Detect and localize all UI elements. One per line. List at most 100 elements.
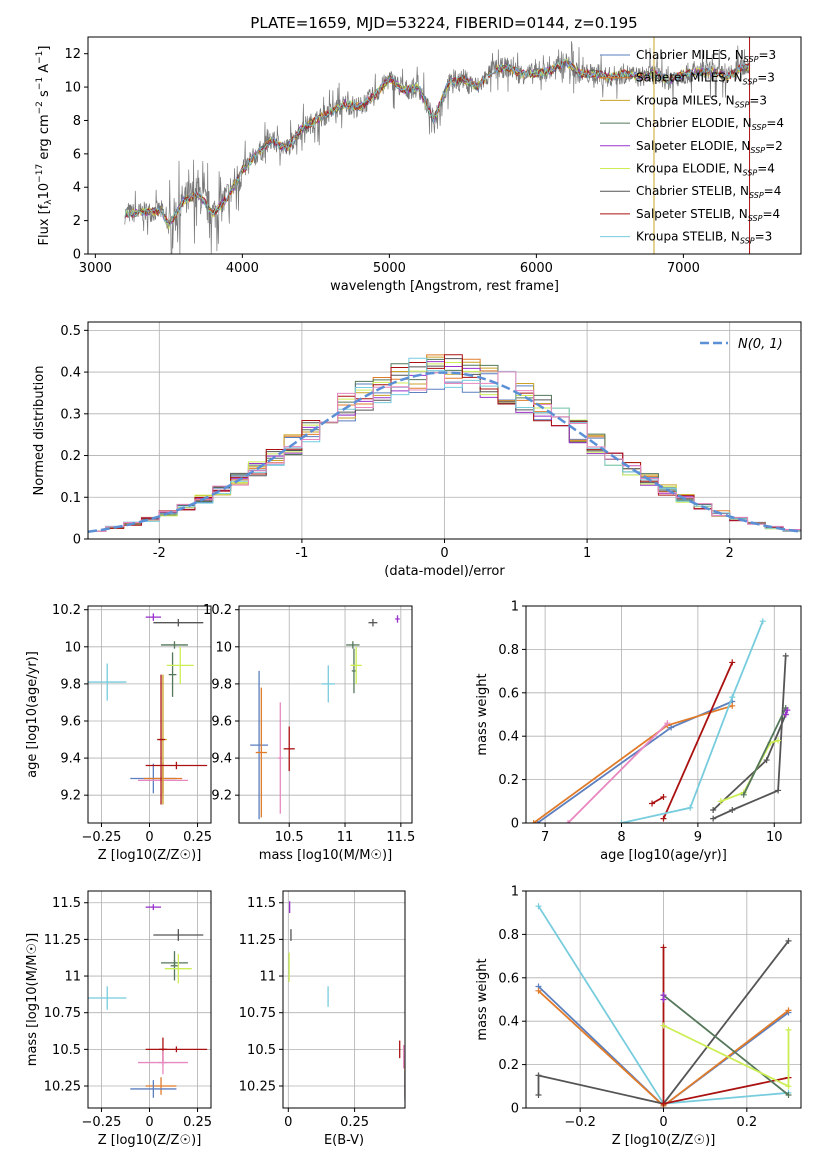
tick-label-x: 11.5 (386, 830, 415, 845)
tick-label-x: 8 (617, 830, 625, 845)
tick-label-y: 9.4 (211, 752, 232, 767)
axes-frame (525, 890, 802, 1109)
tick-label-x: 9 (694, 830, 702, 845)
legend-label: Salpeter ELODIE, NSSP=2 (636, 139, 783, 155)
tick-label-y: 0 (511, 817, 519, 832)
axes-frame (238, 605, 413, 824)
legend: N(0, 1) (700, 337, 783, 352)
plot-area-age_vs_mass (250, 615, 400, 820)
y-axis-label: age [log10(age/yr)] (25, 651, 40, 778)
tick-label-y: 9.2 (60, 789, 81, 804)
tick-label-y: 9.6 (60, 714, 81, 729)
tick-label-y: 12 (64, 47, 81, 62)
weight-marker (775, 787, 782, 794)
panel-mass_vs_Z: −0.25 0 0.25 10.25 10.5 10.75 11 11.25 11.5 Z [lo… (25, 890, 212, 1148)
weight-marker (729, 806, 736, 813)
tick-label-x: −0.25 (82, 1115, 122, 1130)
tick-label-x: 10.5 (275, 830, 304, 845)
legend-label: N(0, 1) (738, 337, 783, 352)
tick-label-y: 0.1 (60, 491, 81, 506)
weight-marker (687, 804, 694, 811)
tick-label-y: 11.25 (239, 933, 276, 948)
tick-label-y: 1 (511, 885, 519, 900)
legend-label: Kroupa STELIB, NSSP=3 (636, 230, 772, 246)
weight-marker (660, 1100, 667, 1107)
tick-label-y: 0.3 (60, 407, 81, 422)
legend-label: Salpeter MILES, NSSP=3 (636, 71, 775, 87)
weight-marker (785, 1091, 792, 1098)
tick-label-y: 11.5 (247, 896, 276, 911)
legend-label: Chabrier MILES, NSSP=3 (636, 48, 776, 64)
weight-marker (710, 815, 717, 822)
x-axis-label: Z [log10(Z/Z☉)] (612, 1133, 716, 1148)
tick-label-x: 10 (766, 830, 783, 845)
tick-label-y: 0.4 (498, 730, 519, 745)
tick-label-y: 9.8 (211, 677, 232, 692)
tick-label-y: 8 (73, 114, 81, 129)
weight-marker (668, 724, 675, 731)
tick-label-x: 3000 (79, 261, 112, 276)
legend: Chabrier MILES, NSSP=3 Salpeter MILES, NS… (600, 48, 784, 246)
tick-label-x: 0.25 (340, 1115, 369, 1130)
plot-area-residuals (88, 354, 801, 533)
x-axis-label: wavelength [Angstrom, rest frame] (330, 279, 559, 294)
weight-marker (759, 618, 766, 625)
weight-marker (785, 1026, 792, 1033)
weight-marker (618, 820, 625, 823)
plot-area-mass_vs_ebv (288, 901, 405, 1101)
x-axis-label: (data-model)/error (384, 564, 505, 579)
tick-label-y: 11.5 (52, 896, 81, 911)
y-axis-label: Normed distribution (32, 366, 47, 496)
tick-label-y: 10.2 (52, 603, 81, 618)
observed-spectrum (124, 41, 750, 254)
panel-age_vs_Z: −0.25 0 0.25 9.2 9.4 9.6 9.8 10 10.2 Z [log10(Z/Z… (25, 603, 212, 863)
weight-marker (740, 791, 747, 798)
tick-label-y: 0.2 (498, 1058, 519, 1073)
plot-area-weight_vs_Z (535, 903, 792, 1108)
weight-marker (785, 937, 792, 944)
tick-label-y: 10 (64, 640, 81, 655)
weight-line-chabrier_miles (536, 700, 733, 823)
axes-frame (87, 36, 802, 255)
weight-marker (660, 992, 667, 999)
tick-label-x: 6000 (520, 261, 553, 276)
tick-label-x: -1 (295, 546, 308, 561)
weight-marker (763, 757, 770, 764)
weight-line-salpeter_stelib (662, 662, 734, 820)
tick-label-y: 0.6 (498, 971, 519, 986)
tick-label-x: −0.2 (564, 1115, 596, 1130)
tick-label-x: 0.25 (183, 830, 212, 845)
legend-label: Kroupa MILES, NSSP=3 (636, 93, 767, 109)
weight-marker (782, 711, 789, 718)
tick-label-y: 10.5 (52, 1043, 81, 1058)
tick-label-y: 0 (73, 248, 81, 263)
weight-marker (649, 800, 656, 807)
tick-label-y: 0.4 (498, 1015, 519, 1030)
tick-label-y: 10 (215, 640, 232, 655)
weight-line-chabrier_elodie (742, 707, 787, 796)
legend-label: Chabrier ELODIE, NSSP=4 (636, 116, 784, 132)
y-axis-label: mass weight (475, 958, 490, 1040)
tick-label-y: 10 (64, 81, 81, 96)
weight-marker (660, 793, 667, 800)
weight-marker (729, 659, 736, 666)
weight-line-salpeter_stelib (651, 796, 664, 805)
tick-label-x: 2 (726, 546, 734, 561)
axes-frame (282, 890, 406, 1109)
weight-marker (660, 1022, 667, 1029)
weight-line-chabrier_elodie (662, 994, 790, 1096)
weight-marker (535, 903, 542, 910)
y-axis-label: Flux [fλ10−17 erg cm−2 s−1 A−1] (35, 46, 54, 246)
tick-label-y: 10.25 (239, 1080, 276, 1095)
plot-area-mass_vs_Z (88, 904, 208, 1098)
weight-marker (535, 987, 542, 994)
tick-label-x: 7000 (667, 261, 700, 276)
tick-label-x: 0.2 (736, 1115, 757, 1130)
x-axis-label: E(B-V) (324, 1133, 364, 1148)
legend-label: Kroupa ELODIE, NSSP=4 (636, 162, 775, 178)
tick-label-y: 0.8 (498, 643, 519, 658)
x-axis-label: age [log10(age/yr)] (600, 848, 727, 863)
weight-marker (664, 720, 671, 727)
tick-label-y: 10.25 (44, 1080, 81, 1095)
